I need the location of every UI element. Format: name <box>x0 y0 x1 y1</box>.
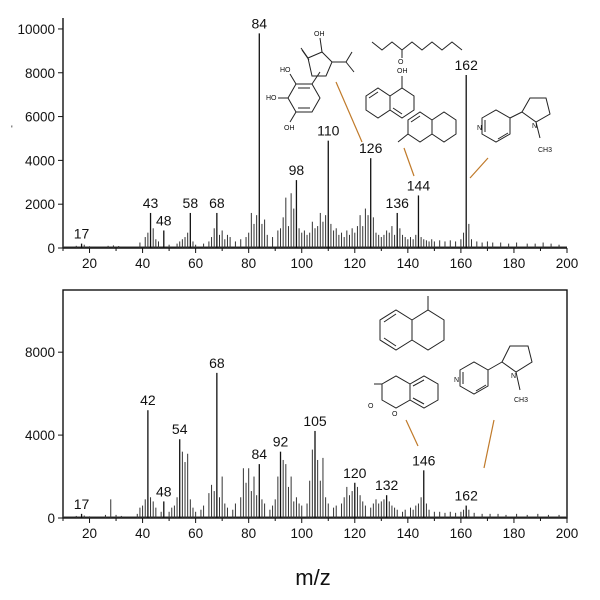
x-tick-label: 200 <box>556 526 579 541</box>
top-pointer-144 <box>403 147 415 177</box>
y-tick-label: 8000 <box>25 345 55 360</box>
top-catechol-ho-1: HO <box>280 67 291 74</box>
peak-label-132: 132 <box>375 477 399 493</box>
top-naphthol-structure <box>365 76 415 119</box>
y-tick-label: 6000 <box>25 110 55 125</box>
top-tetralin-structure <box>397 111 457 143</box>
top-nicotine-pyridine-n: N <box>477 125 482 132</box>
peak-label-43: 43 <box>143 195 159 211</box>
x-tick-label: 140 <box>397 526 420 541</box>
x-tick-label: 200 <box>556 256 579 271</box>
peak-label-17: 17 <box>74 226 90 242</box>
peak-label-54: 54 <box>172 421 188 437</box>
peak-label-126: 126 <box>359 140 383 156</box>
x-tick-label: 20 <box>82 256 97 271</box>
bottom-tetralin-structure <box>379 296 445 351</box>
bottom-spectrum-panel: 20 40 60 80 100 120 140 160 180 200 0 4000 8000 17 42 4… <box>25 289 579 541</box>
peak-label-48: 48 <box>156 483 172 499</box>
x-tick-label: 140 <box>397 256 420 271</box>
top-ester-structure <box>371 41 463 58</box>
peak-label-42: 42 <box>140 392 156 408</box>
bottom-coumarin-oxygen-1: O <box>368 403 374 410</box>
bottom-nicotine-pyridine-n: N <box>454 377 459 384</box>
peak-label-144: 144 <box>407 177 431 193</box>
top-naphthol-oh: OH <box>397 68 408 75</box>
y-tick-label: 2000 <box>25 197 55 212</box>
y-tick-label: 8000 <box>25 66 55 81</box>
top-spectrum-panel: 20 40 60 80 100 120 140 160 180 20002000400060008… <box>17 15 578 271</box>
peak-label-58: 58 <box>183 195 199 211</box>
x-tick-label: 180 <box>503 526 526 541</box>
top-catechol-ho-2: HO <box>266 95 277 102</box>
bottom-pointer-146 <box>405 419 419 447</box>
peak-label-98: 98 <box>289 162 305 178</box>
top-ester-oxygen: O <box>398 59 404 66</box>
bottom-pointer-162 <box>483 419 495 469</box>
y-tick-label: 0 <box>47 241 55 256</box>
stray-mark: ' <box>11 124 13 134</box>
peak-label-68: 68 <box>209 355 225 371</box>
y-tick-label: 10000 <box>17 22 55 37</box>
x-tick-label: 160 <box>450 256 473 271</box>
y-tick-label: 0 <box>47 511 55 526</box>
y-tick-label: 4000 <box>25 153 55 168</box>
x-tick-label: 80 <box>241 256 256 271</box>
x-tick-label: 40 <box>135 256 150 271</box>
peak-label-162: 162 <box>455 488 479 504</box>
x-tick-label: 40 <box>135 526 150 541</box>
bottom-nicotine-methyl: CH3 <box>514 397 528 404</box>
bottom-coumarin-oxygen-2: O <box>392 411 398 418</box>
x-tick-label: 100 <box>290 526 313 541</box>
top-furanone-oh: OH <box>314 31 325 38</box>
peak-label-162: 162 <box>455 57 479 73</box>
top-pointer-126 <box>335 81 363 143</box>
peak-label-17: 17 <box>74 496 90 512</box>
x-tick-label: 60 <box>188 256 203 271</box>
peak-label-48: 48 <box>156 212 172 228</box>
x-tick-label: 160 <box>450 526 473 541</box>
bottom-nicotine-pyrrolidine-n: N <box>511 373 516 380</box>
x-tick-label: 100 <box>290 256 313 271</box>
bottom-nicotine-structure <box>459 345 533 395</box>
peak-label-105: 105 <box>303 413 327 429</box>
x-tick-label: 180 <box>503 256 526 271</box>
x-tick-label: 20 <box>82 526 97 541</box>
x-tick-label: 80 <box>241 526 256 541</box>
peak-label-146: 146 <box>412 452 436 468</box>
peak-label-120: 120 <box>343 465 367 481</box>
x-tick-label: 120 <box>344 526 367 541</box>
top-nicotine-methyl: CH3 <box>538 147 552 154</box>
top-pointer-162 <box>469 157 489 179</box>
peak-label-136: 136 <box>386 195 410 211</box>
bottom-coumarin-structure <box>374 375 439 409</box>
top-nicotine-structure <box>481 97 551 143</box>
peak-label-92: 92 <box>273 434 289 450</box>
peak-label-68: 68 <box>209 195 225 211</box>
top-nicotine-pyrrolidine-n: N <box>532 123 537 130</box>
y-tick-label: 4000 <box>25 428 55 443</box>
x-tick-label: 60 <box>188 526 203 541</box>
top-catechol-structure <box>278 71 321 123</box>
top-catechol-oh: OH <box>284 125 295 132</box>
top-furanone-structure <box>300 37 355 77</box>
x-axis-title: m/z <box>295 565 330 590</box>
x-tick-label: 120 <box>344 256 367 271</box>
peak-label-84: 84 <box>252 15 268 31</box>
peak-label-84: 84 <box>252 446 268 462</box>
peak-label-110: 110 <box>317 123 340 139</box>
